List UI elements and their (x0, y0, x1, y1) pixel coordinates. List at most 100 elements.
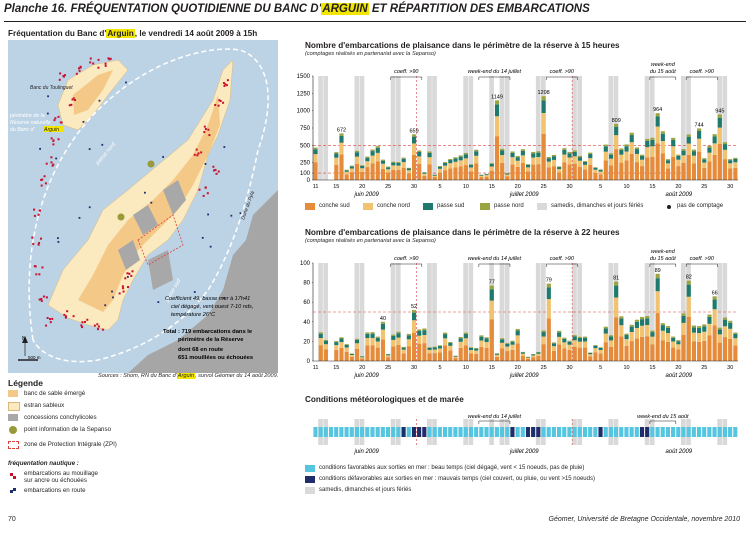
bar-segment (443, 165, 448, 171)
boat-route-mark (46, 112, 49, 115)
bar-segment (660, 323, 665, 326)
bar-segment (354, 339, 360, 344)
y-tick-label: 1500 (297, 74, 311, 80)
peak-label: 1208 (538, 90, 550, 96)
boat-mark (31, 236, 34, 239)
bar-segment (479, 340, 484, 347)
bar-segment (510, 152, 515, 158)
bar-segment (396, 165, 401, 171)
weather-day-good (406, 427, 411, 437)
bar-segment (411, 312, 417, 321)
bar-segment (380, 163, 386, 169)
bar-segment (593, 345, 598, 349)
bar-segment (624, 339, 629, 346)
weather-day-bad (525, 427, 531, 437)
bar-segment (417, 163, 422, 180)
bar-segment (603, 146, 608, 152)
x-tick-label: 11 (313, 184, 319, 190)
bar-segment (474, 353, 479, 361)
boat-route-mark (193, 291, 196, 293)
bar-segment (671, 146, 676, 157)
bar-segment (629, 326, 634, 333)
bar-segment (494, 104, 500, 117)
bar-segment (619, 148, 624, 151)
weekend-band (463, 76, 468, 180)
bar-segment (567, 157, 572, 165)
y-tick-label: 100 (300, 261, 311, 267)
bar-segment (598, 347, 603, 348)
peak-label: 672 (337, 127, 346, 133)
boat-route-mark (126, 275, 129, 278)
bar-segment (474, 347, 479, 349)
bar-segment (557, 332, 562, 337)
boat-mark (83, 320, 86, 323)
bar-segment (588, 164, 593, 180)
bar-segment (453, 167, 458, 180)
bar-segment (577, 157, 582, 161)
bar-segment (354, 338, 360, 340)
boat-mark (89, 57, 92, 60)
weather-day-bad (531, 427, 536, 437)
bar-segment (437, 345, 443, 347)
weather-day-good (474, 427, 479, 437)
boat-route-mark (55, 157, 58, 160)
bar-segment (334, 164, 339, 180)
bar-segment (474, 151, 479, 156)
bar-segment (432, 174, 437, 176)
weather-day-bad (536, 427, 541, 437)
boat-mark (45, 162, 48, 165)
map-total-4: 651 mouillées ou échouées (178, 355, 253, 361)
bar-segment (494, 353, 500, 355)
peak-label: 89 (655, 268, 661, 274)
bar-segment (728, 328, 733, 339)
bar-segment (598, 169, 603, 170)
boat-mark (51, 317, 54, 320)
bar-segment (505, 342, 510, 344)
boat-mark (204, 186, 207, 189)
boat-mark (200, 151, 203, 154)
bar-segment (489, 170, 494, 180)
bar-segment (717, 117, 722, 128)
bar-segment (603, 151, 608, 161)
bar-segment (588, 356, 593, 361)
bar-segment (406, 339, 411, 347)
bar-segment (510, 349, 515, 361)
weather-day-good (681, 427, 686, 437)
bar-segment (562, 154, 567, 163)
swatch-good (305, 465, 315, 472)
bar-segment (458, 155, 463, 157)
bar-segment (557, 336, 562, 345)
peak-label: 809 (612, 118, 621, 124)
bar-segment (354, 343, 360, 349)
bar-segment (681, 313, 686, 316)
weather-day-good (437, 427, 442, 437)
boat-mark (109, 57, 112, 60)
bar-segment (665, 163, 671, 169)
no-count-icon (667, 205, 671, 209)
bar-segment (510, 164, 515, 180)
bar-segment (572, 163, 577, 180)
bar-segment (401, 162, 406, 168)
bar-segment (588, 354, 593, 357)
bar-segment (593, 169, 598, 173)
bar-segment (712, 134, 717, 137)
bar-segment (634, 162, 639, 180)
bar-segment (655, 313, 660, 361)
boat-route-mark (88, 148, 91, 150)
bar-segment (655, 113, 660, 117)
bar-segment (686, 284, 691, 297)
boat-mark (214, 103, 217, 106)
weather-day-good (551, 427, 556, 437)
bar-segment (458, 338, 463, 342)
bar-segment (712, 325, 717, 361)
bar-segment (479, 177, 484, 180)
bar-segment (448, 345, 453, 351)
bar-segment (562, 342, 567, 349)
peak-label: 82 (686, 275, 692, 281)
bar-segment (463, 332, 468, 334)
header-rule (4, 21, 746, 22)
bar-segment (437, 165, 443, 167)
bar-segment (717, 127, 722, 144)
bar-segment (640, 325, 645, 337)
bar-segment (380, 160, 386, 164)
